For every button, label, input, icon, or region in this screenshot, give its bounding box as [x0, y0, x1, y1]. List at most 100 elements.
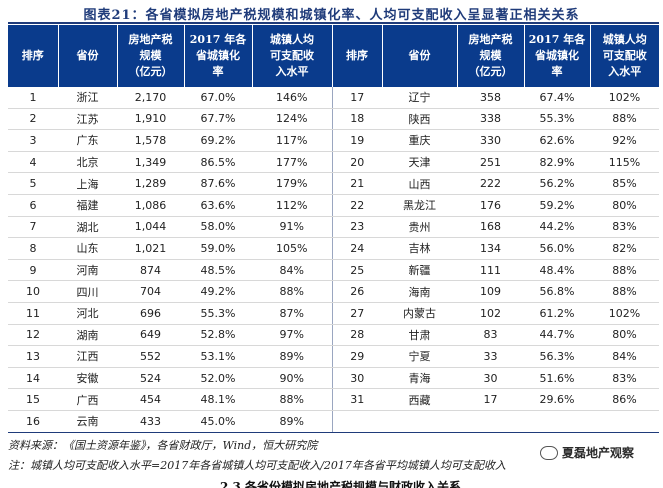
header-cell: 房地产税 规模 （亿元）	[117, 25, 185, 87]
table-cell: 177%	[252, 151, 333, 174]
table-cell: 80%	[590, 194, 659, 217]
header-line: 城镇人均	[270, 33, 314, 46]
header-line: 入水平	[608, 65, 642, 78]
table-cell: 102%	[590, 302, 659, 325]
header-line: 率	[551, 65, 563, 78]
table-cell: 48.5%	[184, 259, 252, 282]
table-cell: 56.3%	[524, 345, 590, 368]
table-cell: 湖南	[58, 324, 117, 347]
table-cell: 广西	[58, 388, 117, 411]
table-cell: 3	[8, 129, 58, 152]
table-cell	[457, 410, 524, 433]
table-cell: 湖北	[58, 216, 117, 239]
table-cell: 福建	[58, 194, 117, 217]
table-row: 5 上海 1,289 87.6% 179% 21 山西 222 56.2% 85%	[8, 172, 659, 195]
table-cell: 92%	[590, 129, 659, 152]
table-cell: 广东	[58, 129, 117, 152]
table-cell: 1,349	[117, 151, 184, 174]
table-cell: 1,021	[117, 237, 184, 260]
table-cell: 168	[457, 216, 524, 239]
table-cell: 84%	[252, 259, 333, 282]
table-cell: 44.2%	[524, 216, 590, 239]
table-cell: 52.8%	[184, 324, 252, 347]
table-cell: 112%	[252, 194, 333, 217]
table-cell: 146%	[252, 87, 333, 109]
header-line: 排序	[346, 49, 368, 62]
table-row: 8 山东 1,021 59.0% 105% 24 吉林 134 56.0% 82%	[8, 237, 659, 260]
header-line: 省份	[408, 49, 431, 62]
table-cell: 53.1%	[184, 345, 252, 368]
table-cell: 14	[8, 367, 58, 390]
header-cell: 排序	[8, 25, 59, 87]
table-row: 3 广东 1,578 69.2% 117% 19 重庆 330 62.6% 92%	[8, 129, 659, 152]
table-cell: 贵州	[382, 216, 457, 239]
table-row: 13 江西 552 53.1% 89% 29 宁夏 33 56.3% 84%	[8, 345, 659, 368]
table-cell: 83%	[590, 367, 659, 390]
table-cell: 86.5%	[184, 151, 252, 174]
table-cell	[332, 410, 382, 433]
table-cell: 新疆	[382, 259, 457, 282]
header-line: 入水平	[275, 65, 309, 78]
table-cell: 1,578	[117, 129, 184, 152]
table-cell: 58.0%	[184, 216, 252, 239]
table-row: 11 河北 696 55.3% 87% 27 内蒙古 102 61.2% 102%	[8, 302, 659, 325]
table-cell: 20	[332, 151, 382, 174]
header-line: （亿元）	[468, 65, 513, 78]
header-cell: 排序	[332, 25, 383, 87]
table-cell: 55.3%	[184, 302, 252, 325]
header-line: 2017 年各	[528, 33, 586, 46]
table-cell: 83	[457, 324, 524, 347]
table-cell: 27	[332, 302, 382, 325]
table-cell: 454	[117, 388, 184, 411]
header-line: （亿元）	[128, 65, 173, 78]
table-cell: 88%	[590, 108, 659, 131]
table-cell: 1,086	[117, 194, 184, 217]
table-cell: 56.2%	[524, 172, 590, 195]
table-cell: 25	[332, 259, 382, 282]
table-row: 1 浙江 2,170 67.0% 146% 17 辽宁 358 67.4% 102%	[8, 87, 659, 109]
table-cell: 59.2%	[524, 194, 590, 217]
table-row: 10 四川 704 49.2% 88% 26 海南 109 56.8% 88%	[8, 280, 659, 303]
table-cell: 5	[8, 172, 58, 195]
table-cell: 12	[8, 324, 58, 347]
table-cell: 31	[332, 388, 382, 411]
table-cell: 51.6%	[524, 367, 590, 390]
table-cell: 6	[8, 194, 58, 217]
table-cell: 吉林	[382, 237, 457, 260]
table-cell: 9	[8, 259, 58, 282]
table-cell: 115%	[590, 151, 659, 174]
table-cell: 88%	[590, 280, 659, 303]
table-cell: 56.8%	[524, 280, 590, 303]
table-cell: 辽宁	[382, 87, 457, 109]
header-line: 省城镇化	[535, 49, 579, 62]
table-cell: 433	[117, 410, 184, 433]
table-row: 16 云南 433 45.0% 89%	[8, 410, 659, 433]
table-cell: 88%	[252, 280, 333, 303]
table-cell: 33	[457, 345, 524, 368]
table-cell: 安徽	[58, 367, 117, 390]
table-cell: 宁夏	[382, 345, 457, 368]
table-cell: 85%	[590, 172, 659, 195]
header-line: 排序	[21, 49, 44, 62]
table-cell: 重庆	[382, 129, 457, 152]
table-cell: 1,910	[117, 108, 184, 131]
header-line: 可支配收	[270, 49, 314, 62]
header-cell: 省份	[382, 25, 458, 87]
table-cell: 北京	[58, 151, 117, 174]
table-cell: 89%	[252, 410, 333, 433]
table-cell: 179%	[252, 172, 333, 195]
table-cell: 83%	[590, 216, 659, 239]
table-cell: 青海	[382, 367, 457, 390]
source-note: 资料来源：《国土资源年鉴》，各省财政厅，Wind，恒大研究院	[8, 439, 318, 452]
table-row: 14 安徽 524 52.0% 90% 30 青海 30 51.6% 83%	[8, 367, 659, 390]
table-cell: 四川	[58, 280, 117, 303]
table-cell: 82%	[590, 237, 659, 260]
header-cell: 2017 年各 省城镇化率	[524, 25, 591, 87]
header-cell: 房地产税 规模 （亿元）	[457, 25, 525, 87]
title-rule	[8, 22, 659, 24]
table-cell: 61.2%	[524, 302, 590, 325]
watermark: 夏磊地产观察	[540, 444, 634, 461]
table-cell	[590, 410, 659, 433]
table-cell: 天津	[382, 151, 457, 174]
header-cell: 城镇人均 可支配收 入水平	[590, 25, 659, 87]
